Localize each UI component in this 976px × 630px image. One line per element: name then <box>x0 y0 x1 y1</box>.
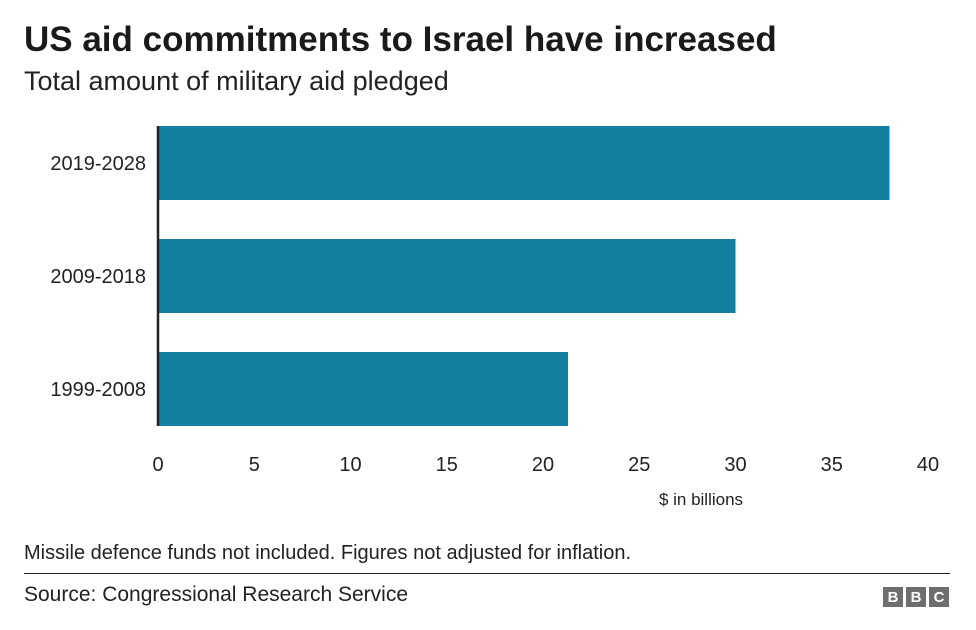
logo-letter: B <box>906 587 926 607</box>
x-tick-label: 40 <box>917 454 939 476</box>
category-label: 2009-2018 <box>50 266 146 288</box>
footer-divider <box>24 573 950 574</box>
x-tick-label: 25 <box>628 454 650 476</box>
source-text: Source: Congressional Research Service <box>24 583 409 606</box>
category-label: 1999-2008 <box>50 379 146 401</box>
x-tick-label: 20 <box>532 454 554 476</box>
footnote: Missile defence funds not included. Figu… <box>24 542 632 564</box>
logo-letter: B <box>883 587 903 607</box>
x-tick-label: 35 <box>821 454 843 476</box>
category-label: 2019-2028 <box>50 153 146 175</box>
bars-group <box>158 126 890 426</box>
x-tick-label: 5 <box>249 454 260 476</box>
x-tick-labels: 0 5 10 15 20 25 30 35 40 <box>152 454 939 476</box>
bbc-logo: B B C <box>883 587 949 607</box>
chart-title: US aid commitments to Israel have increa… <box>24 20 777 59</box>
bar-2019-2028 <box>158 126 890 200</box>
x-tick-label: 30 <box>724 454 746 476</box>
bar-2009-2018 <box>158 239 736 313</box>
category-labels: 2019-2028 2009-2018 1999-2008 <box>50 153 146 401</box>
logo-letter: C <box>929 587 949 607</box>
chart-subtitle: Total amount of military aid pledged <box>24 66 449 96</box>
x-tick-label: 0 <box>152 454 163 476</box>
bar-1999-2008 <box>158 352 569 426</box>
bar-chart: 2019-2028 2009-2018 1999-2008 0 5 10 15 20 25 30… <box>50 126 939 509</box>
x-tick-label: 10 <box>339 454 361 476</box>
x-tick-label: 15 <box>436 454 458 476</box>
x-axis-label: $ in billions <box>659 490 743 509</box>
